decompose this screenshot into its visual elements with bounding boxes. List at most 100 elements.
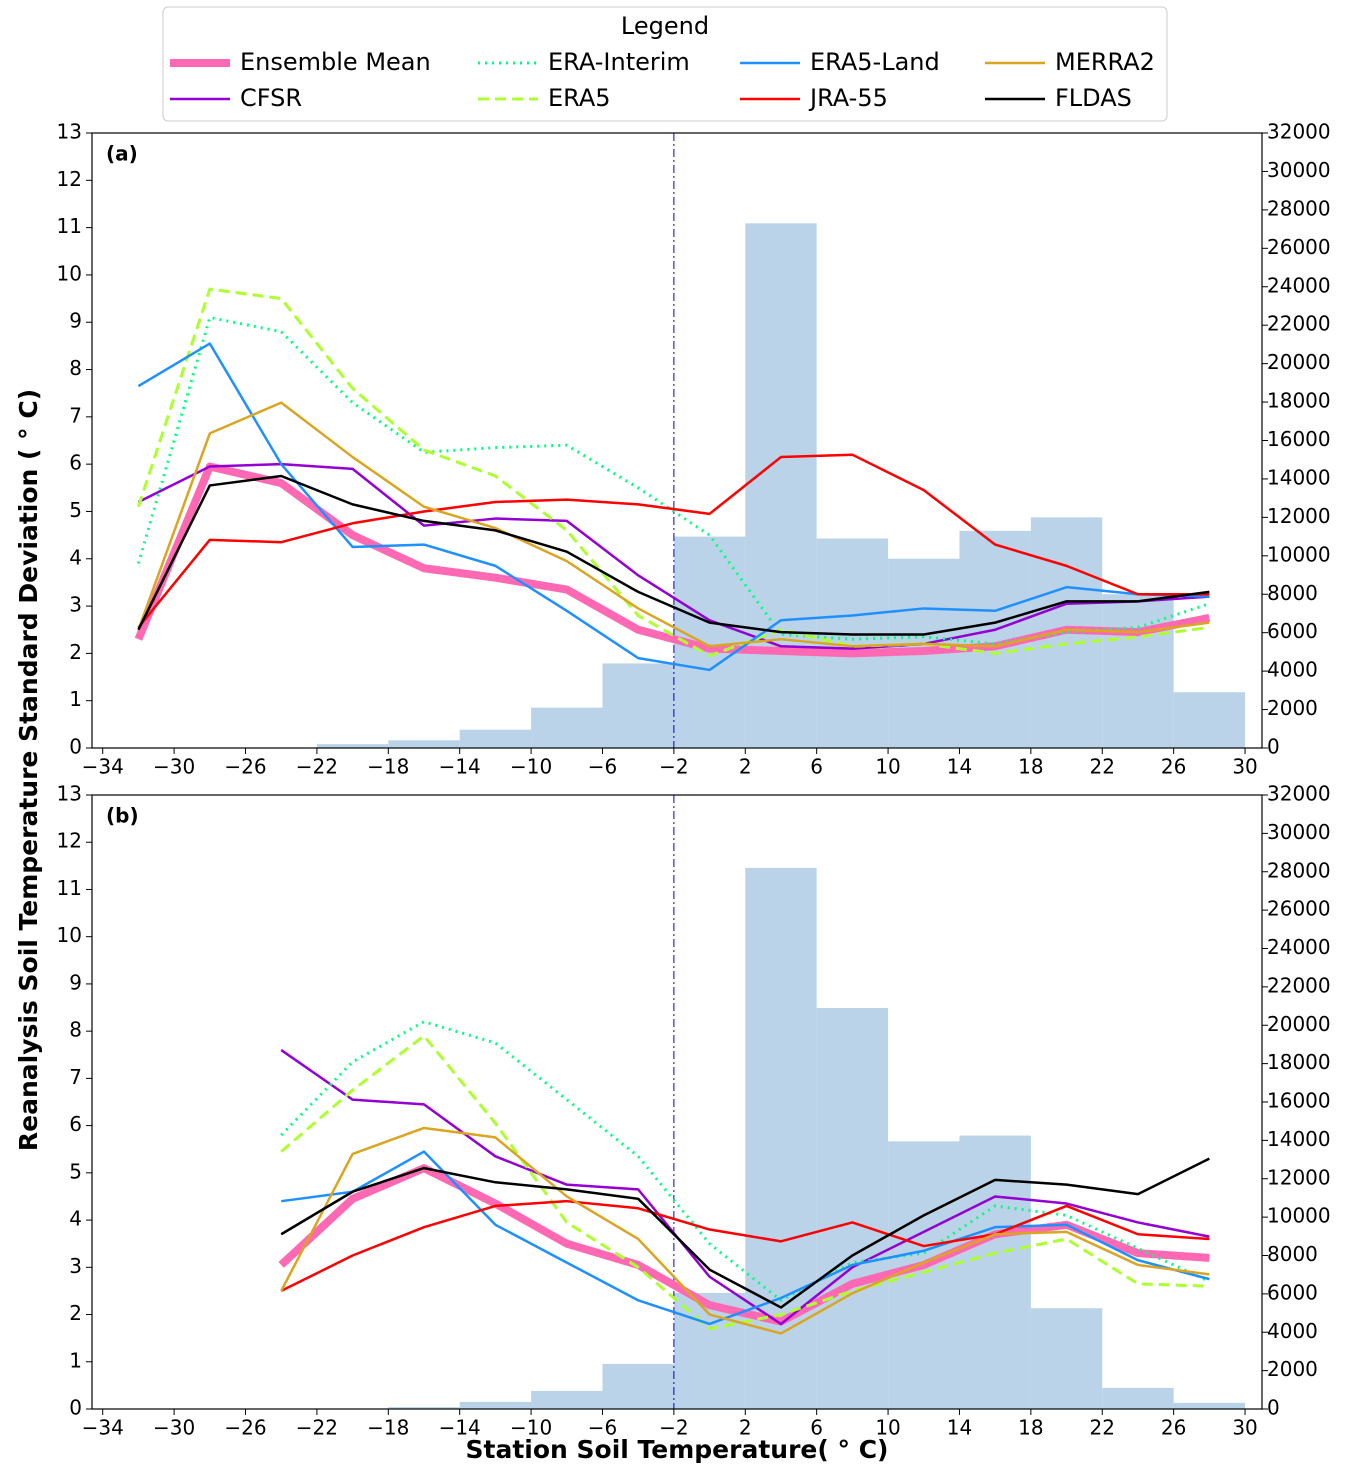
y-tick-label: 12	[57, 829, 82, 853]
legend-label: CFSR	[240, 84, 302, 112]
x-tick-label: −10	[510, 755, 552, 779]
x-tick-label: 10	[875, 1416, 900, 1440]
y-tick-label: 12	[57, 167, 82, 191]
histogram-bar	[1102, 594, 1174, 748]
x-tick-label: 10	[875, 755, 900, 779]
histogram-bar	[388, 740, 460, 748]
series-line	[137, 401, 1210, 648]
x-tick-label: 22	[1090, 1416, 1115, 1440]
y-tick-label: 13	[57, 120, 82, 144]
x-tick-label: 14	[947, 1416, 972, 1440]
series-line	[280, 1049, 1210, 1326]
x-tick-label: −18	[367, 755, 409, 779]
x-tick-label: 18	[1018, 755, 1043, 779]
y-tick-label: 2	[69, 640, 82, 664]
histogram-bar	[531, 1390, 603, 1409]
y2-tick-label: 26000	[1267, 897, 1331, 921]
series-line	[280, 1126, 1210, 1335]
y2-tick-label: 16000	[1267, 1089, 1331, 1113]
legend-title: Legend	[621, 12, 709, 40]
x-tick-label: −18	[367, 1416, 409, 1440]
y2-tick-label: 30000	[1267, 158, 1331, 182]
histogram-bar	[388, 1407, 460, 1409]
series-line	[280, 1199, 1210, 1293]
y-tick-label: 3	[69, 1254, 82, 1278]
x-tick-label: −22	[296, 1416, 338, 1440]
legend-label: JRA-55	[808, 84, 888, 112]
y2-tick-label: 18000	[1267, 389, 1331, 413]
histogram-bar	[1173, 692, 1246, 748]
y-tick-label: 6	[69, 451, 82, 475]
y2-tick-label: 32000	[1267, 782, 1331, 806]
y-tick-label: 5	[69, 498, 82, 522]
y2-tick-label: 28000	[1267, 196, 1331, 220]
y2-tick-label: 4000	[1267, 1319, 1318, 1343]
y-tick-label: 0	[69, 735, 82, 759]
y2-tick-label: 26000	[1267, 235, 1331, 259]
y2-tick-label: 8000	[1267, 1242, 1318, 1266]
panel-label: (b)	[106, 804, 139, 828]
x-tick-label: −34	[82, 1416, 124, 1440]
x-tick-label: 2	[739, 1416, 752, 1440]
series-line	[137, 474, 1210, 636]
y-tick-label: 11	[57, 876, 82, 900]
histogram-bar	[1030, 1308, 1103, 1409]
y-tick-label: 4	[69, 545, 82, 569]
y-tick-label: 3	[69, 593, 82, 617]
y-tick-label: 7	[69, 1065, 82, 1089]
y2-tick-label: 2000	[1267, 1357, 1318, 1381]
y-tick-label: 4	[69, 1207, 82, 1231]
x-tick-label: −2	[659, 1416, 688, 1440]
y-tick-label: 7	[69, 403, 82, 427]
x-tick-label: −6	[588, 1416, 617, 1440]
x-tick-label: 2	[739, 755, 752, 779]
x-tick-label: 22	[1090, 755, 1115, 779]
x-tick-label: −30	[153, 755, 195, 779]
y2-tick-label: 2000	[1267, 696, 1318, 720]
y-tick-label: 1	[69, 1348, 82, 1372]
histogram-bar	[745, 223, 817, 748]
y-tick-label: 6	[69, 1112, 82, 1136]
y2-tick-label: 32000	[1267, 120, 1331, 144]
x-tick-label: −14	[439, 1416, 481, 1440]
histogram-bar	[959, 1135, 1031, 1409]
y-tick-label: 1	[69, 687, 82, 711]
y2-tick-label: 24000	[1267, 273, 1331, 297]
histogram-bar	[1173, 1402, 1246, 1409]
histogram-bar	[531, 707, 603, 748]
y2-tick-label: 20000	[1267, 1012, 1331, 1036]
series-line	[280, 1020, 1210, 1302]
series-line	[137, 342, 1210, 672]
y-tick-label: 9	[69, 309, 82, 333]
legend-label: ERA5-Land	[810, 48, 940, 76]
y2-tick-label: 14000	[1267, 465, 1331, 489]
legend-label: FLDAS	[1055, 84, 1132, 112]
histogram-bar	[1102, 1387, 1174, 1409]
y2-tick-label: 12000	[1267, 504, 1331, 528]
legend-label: MERRA2	[1055, 48, 1155, 76]
x-tick-label: 26	[1161, 755, 1186, 779]
series-line	[280, 1034, 1210, 1331]
legend-box	[162, 6, 1168, 122]
series-line	[280, 1157, 1210, 1309]
y2-tick-label: 22000	[1267, 312, 1331, 336]
x-tick-label: −26	[224, 1416, 266, 1440]
series-line	[136, 316, 1210, 646]
y-tick-label: 9	[69, 970, 82, 994]
y2-tick-label: 12000	[1267, 1165, 1331, 1189]
y2-tick-label: 8000	[1267, 581, 1318, 605]
y2-tick-label: 10000	[1267, 1204, 1331, 1228]
x-tick-label: 6	[810, 755, 823, 779]
x-tick-label: −10	[510, 1416, 552, 1440]
series-line	[136, 287, 1210, 658]
y2-tick-label: 0	[1267, 735, 1280, 759]
histogram-bar	[816, 1007, 889, 1409]
x-tick-label: 18	[1018, 1416, 1043, 1440]
y-tick-label: 2	[69, 1301, 82, 1325]
histogram-bar	[459, 729, 532, 748]
legend-label: ERA5	[548, 84, 611, 112]
histogram-bar	[602, 663, 674, 748]
y2-tick-label: 6000	[1267, 619, 1318, 643]
y2-tick-label: 10000	[1267, 542, 1331, 566]
x-tick-label: 6	[810, 1416, 823, 1440]
